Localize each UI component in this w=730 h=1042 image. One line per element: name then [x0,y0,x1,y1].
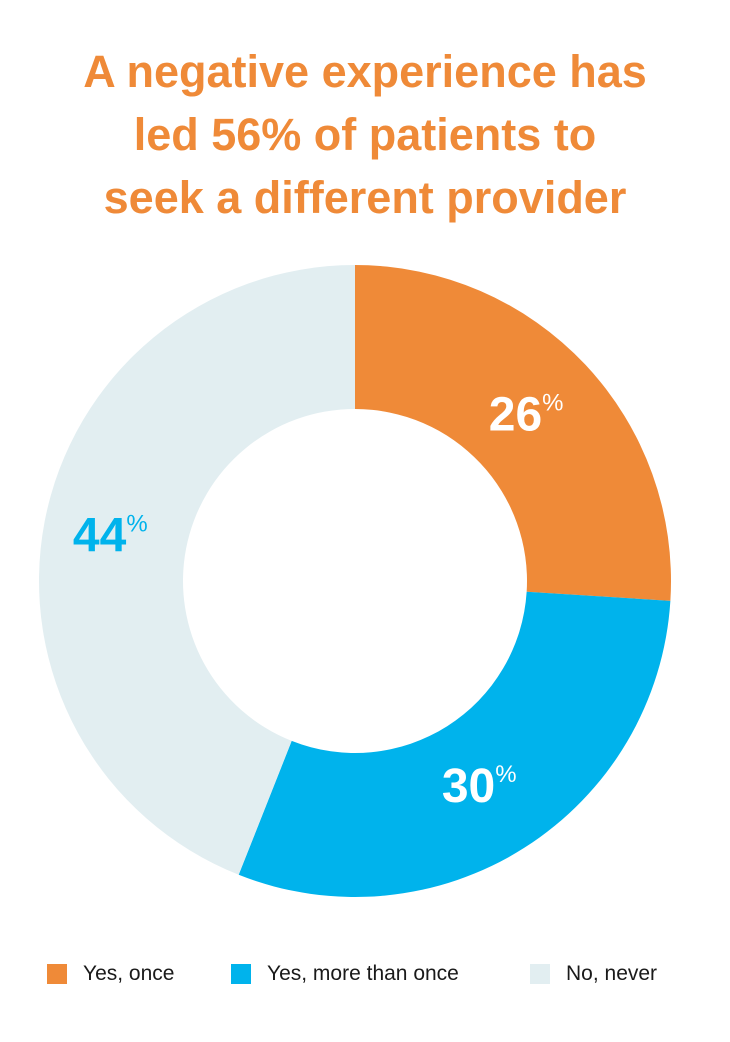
legend-item-no-never: No, never [530,962,657,986]
legend-label-yes-once: Yes, once [83,962,175,985]
title-line-3: seek a different provider [103,172,627,223]
title-line-1: A negative experience has [83,46,647,97]
donut-labels: 26% 30% 44% [73,389,564,814]
legend-swatch-yes-once [47,964,67,984]
legend-item-yes-more-than-once: Yes, more than once [231,962,459,986]
data-label-no-never: 44% [73,509,148,562]
legend: Yes, once Yes, more than once No, never [0,962,730,992]
legend-label-no-never: No, never [566,962,658,985]
legend-label-yes-more-than-once: Yes, more than once [267,962,459,985]
legend-item-yes-once: Yes, once [47,962,174,986]
legend-swatch-yes-more-than-once [231,964,251,984]
title-line-2: led 56% of patients to [133,109,597,160]
chart-title: A negative experience has led 56% of pat… [0,40,730,229]
legend-swatch-no-never [530,964,550,984]
slice-yes-more-than-once [238,591,671,898]
data-label-yes-once: 26% [489,389,564,442]
slice-yes-once [355,265,671,601]
donut-slices [38,265,671,898]
slice-no-never [38,265,356,875]
data-label-yes-more-than-once: 30% [442,760,517,813]
